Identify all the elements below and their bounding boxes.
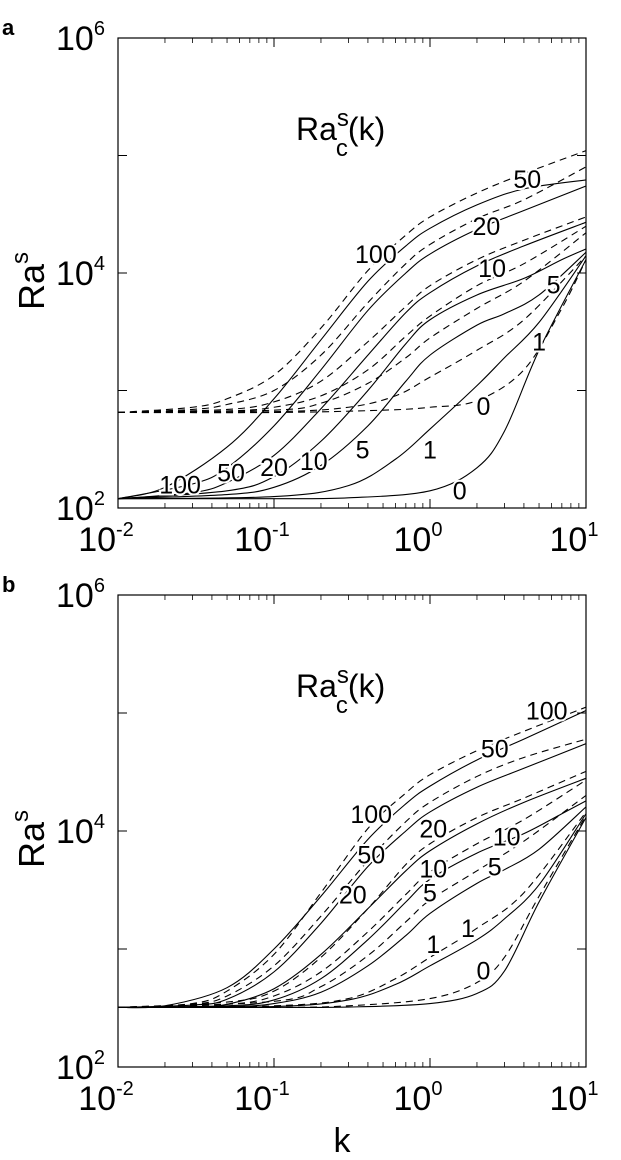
x-tick-label: 10-2	[78, 1078, 134, 1118]
curve-label: 5	[547, 271, 561, 299]
series-line-dashed-100	[118, 150, 586, 414]
curve-label: 5	[423, 880, 437, 908]
curve-label: 50	[357, 842, 385, 870]
curve-label: 10	[300, 448, 328, 476]
series-line-solid-5	[118, 251, 586, 500]
series-line-solid-20	[118, 777, 586, 1008]
series-line-dashed-20	[118, 770, 586, 1008]
curve-label: 1	[426, 931, 440, 959]
panel-letter: b	[2, 572, 15, 597]
series-group	[118, 150, 586, 500]
curve-label: 20	[260, 454, 288, 482]
series-line-solid-10	[118, 800, 586, 1008]
series-line-dashed-50	[118, 166, 586, 414]
series-line-solid-100	[118, 179, 586, 500]
x-tick-label: 100	[394, 1078, 443, 1118]
curve-label: 5	[488, 854, 502, 882]
series-line-solid-1	[118, 813, 586, 1008]
chart-title: Ras c(k)	[296, 105, 385, 162]
x-tick-label: 10-2	[78, 519, 134, 559]
series-line-solid-1	[118, 255, 586, 500]
x-tick-label: 101	[550, 1078, 599, 1118]
x-tick-label: 10-1	[234, 1078, 290, 1118]
curve-label: 10	[419, 856, 447, 884]
series-line-dashed-5	[118, 795, 586, 1008]
y-tick-label: 106	[56, 18, 105, 58]
series-line-solid-50	[118, 185, 586, 500]
series-line-dashed-0	[118, 259, 586, 414]
y-tick-label: 104	[56, 811, 105, 851]
series-line-dashed-1	[118, 255, 586, 414]
series-line-dashed-10	[118, 225, 586, 414]
curve-label: 100	[350, 801, 392, 829]
curve-label: 10	[478, 255, 506, 283]
series-line-solid-20	[118, 221, 586, 500]
series-line-dashed-0	[118, 815, 586, 1009]
curve-label: 1	[423, 436, 437, 464]
curve-label: 0	[476, 393, 490, 421]
chart-title: Ras c(k)	[296, 662, 385, 719]
series-line-dashed-10	[118, 779, 586, 1008]
series-line-dashed-50	[118, 738, 586, 1008]
curve-label: 100	[355, 241, 397, 269]
series-line-dashed-20	[118, 216, 586, 414]
y-axis-label: Ras	[7, 252, 52, 310]
series-line-solid-10	[118, 248, 586, 500]
x-tick-label: 101	[550, 519, 599, 559]
series-line-solid-100	[118, 710, 586, 1009]
axes-frame	[117, 37, 587, 509]
curve-label: 50	[481, 736, 509, 764]
curve-label: 1	[461, 915, 475, 943]
curve-label: 20	[473, 213, 501, 241]
x-tick-label: 10-1	[234, 519, 290, 559]
y-tick-label: 102	[56, 1047, 105, 1087]
curve-label: 10	[493, 823, 521, 851]
panel-letter: a	[2, 15, 15, 40]
y-tick-label: 104	[56, 253, 105, 293]
y-tick-label: 102	[56, 488, 105, 528]
curve-label: 0	[476, 957, 490, 985]
curve-label: 50	[217, 460, 245, 488]
curve-label: 20	[339, 881, 367, 909]
series-line-dashed-100	[118, 706, 586, 1008]
series-line-dashed-5	[118, 232, 586, 414]
curve-label: 0	[453, 477, 467, 505]
curve-label: 5	[356, 436, 370, 464]
y-axis-label: Ras	[7, 810, 52, 868]
curve-label: 100	[526, 697, 568, 725]
curve-label: 20	[419, 815, 447, 843]
y-tick-label: 106	[56, 575, 105, 615]
series-line-dashed-1	[118, 811, 586, 1008]
curve-label: 1	[532, 329, 546, 357]
x-axis-label: k	[334, 1122, 352, 1160]
curve-label: 50	[513, 166, 541, 194]
series-group	[118, 706, 586, 1009]
x-tick-label: 100	[394, 519, 443, 559]
series-line-solid-0	[118, 259, 586, 500]
curve-label: 100	[159, 472, 201, 500]
